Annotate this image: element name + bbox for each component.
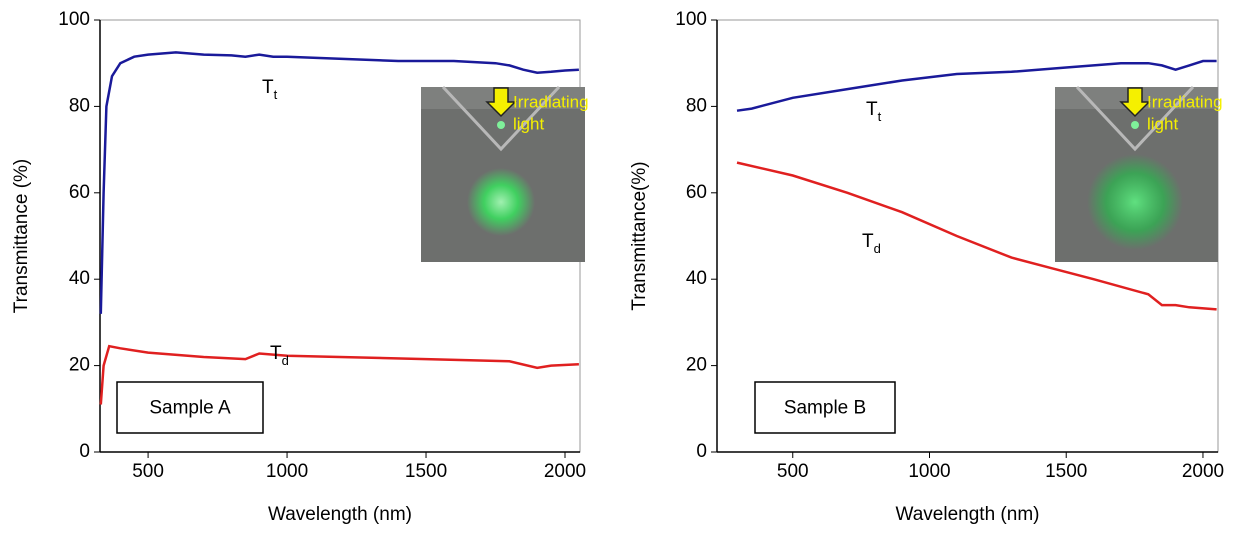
series-subscript: t (274, 87, 278, 102)
y-tick-label: 60 (686, 182, 707, 203)
y-tick-label: 20 (69, 355, 90, 376)
sample-box (754, 381, 896, 434)
inset-cuvette (441, 85, 561, 152)
x-tick-label: 1500 (405, 461, 447, 482)
y-tick-label: 40 (69, 268, 90, 289)
y-tick-label: 100 (58, 9, 90, 30)
x-axis-title: Wavelength (nm) (268, 504, 412, 525)
y-tick-label: 60 (69, 182, 90, 203)
inset-arrow (485, 87, 517, 118)
inset-label: Irradiating (513, 92, 589, 111)
data-line (736, 161, 1217, 311)
series-label: Tt (262, 77, 278, 102)
inset-spot (1131, 121, 1139, 129)
data-line (736, 59, 1217, 112)
y-tick-label: 40 (686, 268, 707, 289)
sample-label: Sample A (149, 398, 231, 419)
y-tick-label: 80 (69, 95, 90, 116)
data-line (99, 51, 579, 314)
inset-arrow (1119, 87, 1151, 118)
inset-glow (467, 168, 535, 236)
x-tick-label: 2000 (1182, 461, 1224, 482)
inset-glow (1087, 154, 1183, 250)
inset-label: Irradiating (1147, 92, 1223, 111)
series-subscript: d (874, 241, 881, 256)
sample-label: Sample B (784, 398, 866, 419)
y-tick-label: 0 (696, 441, 707, 462)
series-subscript: t (878, 109, 882, 124)
series-name: T (262, 77, 274, 98)
x-tick-label: 2000 (544, 461, 586, 482)
y-axis-title: Transmittance (%) (11, 159, 32, 314)
x-tick-label: 1000 (908, 461, 950, 482)
x-axis-title: Wavelength (nm) (896, 504, 1040, 525)
series-label: Td (270, 343, 289, 368)
y-tick-label: 100 (675, 9, 707, 30)
series-label: Tt (866, 99, 882, 124)
sample-box (116, 381, 264, 434)
series-name: T (862, 231, 874, 252)
data-line (99, 344, 579, 405)
x-tick-label: 1500 (1045, 461, 1087, 482)
y-tick-label: 80 (686, 95, 707, 116)
x-tick-label: 1000 (266, 461, 308, 482)
series-name: T (866, 99, 878, 120)
series-name: T (270, 343, 282, 364)
y-tick-label: 0 (79, 441, 90, 462)
inset-label: light (1147, 114, 1178, 133)
inset-label: light (513, 114, 544, 133)
y-axis-title: Transmittance(%) (629, 161, 650, 310)
inset-spot (497, 121, 505, 129)
inset-cuvette (1075, 85, 1195, 152)
y-tick-label: 20 (686, 355, 707, 376)
series-subscript: d (282, 353, 289, 368)
x-tick-label: 500 (132, 461, 164, 482)
x-tick-label: 500 (777, 461, 809, 482)
series-label: Td (862, 231, 881, 256)
